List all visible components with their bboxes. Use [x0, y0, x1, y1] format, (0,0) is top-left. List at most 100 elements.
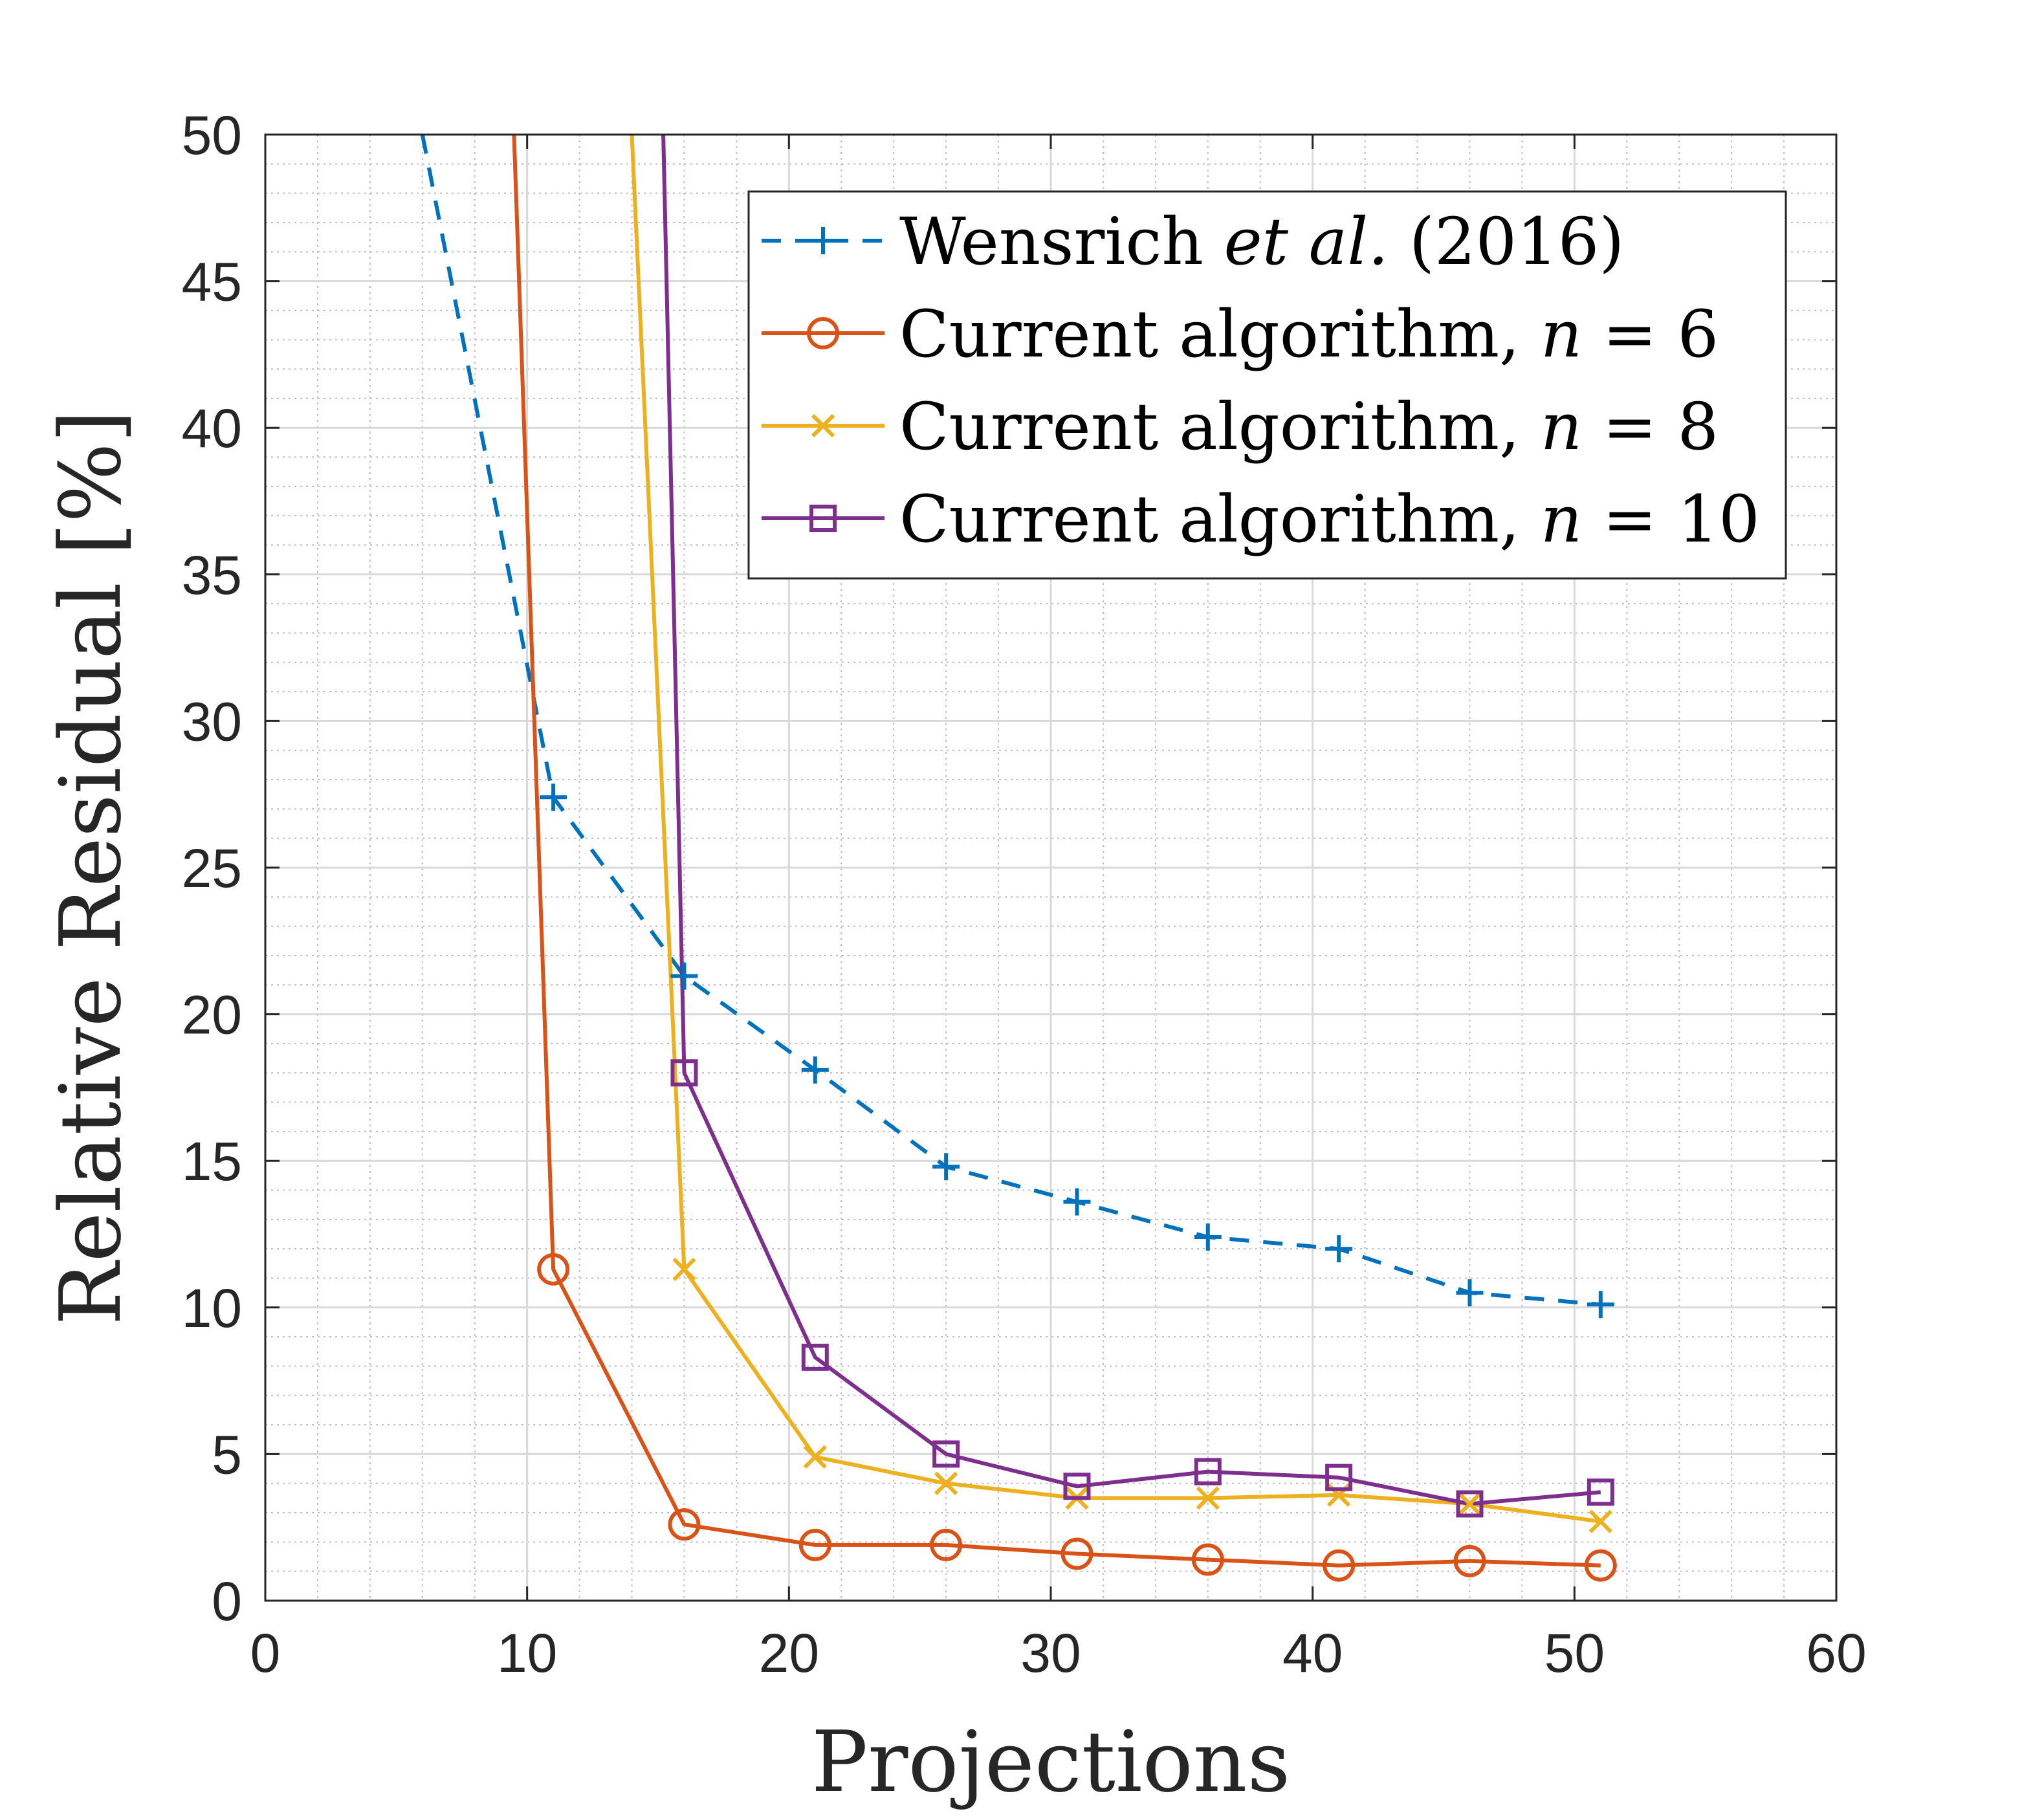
square-marker	[670, 1059, 698, 1087]
square-marker	[1456, 1490, 1484, 1518]
circle-marker	[930, 1528, 963, 1561]
circle-marker	[1453, 1544, 1486, 1577]
data-point-plus	[1194, 1223, 1222, 1251]
circle-marker	[1191, 1543, 1224, 1576]
legend-label-italic: n	[1541, 481, 1582, 557]
data-point-x	[934, 1471, 958, 1495]
data-point-circle	[1191, 1543, 1224, 1576]
data-point-plus	[801, 1056, 829, 1084]
series-line-4	[661, 135, 1601, 1506]
circle-marker	[807, 317, 839, 349]
legend-label-text: Current algorithm,	[899, 481, 1541, 557]
series-line-2	[512, 135, 1601, 1568]
x-marker-b	[1588, 1509, 1612, 1533]
legend-label: Current algorithm, n = 10	[899, 481, 1760, 557]
data-point-x	[1458, 1492, 1482, 1516]
circle-marker	[798, 1528, 831, 1561]
x-tick-label: 30	[1020, 1623, 1081, 1683]
circle-marker	[537, 1253, 570, 1286]
square-marker	[1325, 1464, 1353, 1491]
data-point-circle	[930, 1528, 963, 1561]
legend-label-text: (2016)	[1389, 204, 1624, 280]
data-point-circle	[1060, 1537, 1093, 1570]
x-tick-label: 20	[759, 1623, 819, 1683]
y-tick-labels: 0 5 10 15 20 25 30 35 40 45 50	[182, 105, 242, 1632]
tick-marks	[264, 133, 1838, 1602]
data-point-square	[1456, 1490, 1484, 1518]
data-point-circle	[668, 1508, 701, 1541]
circle-marker	[668, 1508, 701, 1541]
y-tick-label: 40	[182, 398, 242, 459]
data-point-x	[1196, 1486, 1220, 1510]
x-tick-label: 60	[1806, 1623, 1866, 1683]
legend-label: Current algorithm, n = 8	[899, 389, 1719, 465]
legend-entry-4: Current algorithm, n = 10	[762, 481, 1760, 557]
legend-label-text: Wensrich	[899, 204, 1224, 280]
data-point-circle	[1453, 1544, 1486, 1577]
y-tick-label: 15	[182, 1131, 242, 1192]
square-marker	[809, 505, 837, 532]
y-tick-label: 0	[212, 1571, 242, 1632]
legend-label: Current algorithm, n = 6	[899, 296, 1719, 372]
x-tick-labels: 0 10 20 30 40 50 60	[250, 1623, 1867, 1683]
data-point-circle	[1584, 1549, 1617, 1582]
data-point-plus	[1325, 1235, 1353, 1263]
x-marker-b	[934, 1471, 958, 1495]
x-tick-label: 40	[1282, 1623, 1343, 1683]
y-tick-label: 25	[182, 838, 242, 899]
legend-label: Wensrich et al. (2016)	[899, 204, 1624, 280]
legend-box	[747, 190, 1787, 580]
data-point-plus	[1063, 1188, 1091, 1216]
data-point-circle	[1323, 1549, 1356, 1582]
marker-layer	[537, 784, 1617, 1582]
data-point-plus	[1587, 1291, 1614, 1319]
y-tick-label: 20	[182, 985, 242, 1046]
circle-marker	[1060, 1537, 1093, 1570]
x-marker-b	[803, 1445, 827, 1469]
data-point-square	[932, 1440, 960, 1468]
x-marker-b	[811, 413, 835, 438]
legend-label-text: = 6	[1582, 296, 1719, 372]
legend-entry-2: Current algorithm, n = 6	[762, 296, 1719, 372]
data-point-square	[670, 1059, 698, 1087]
legend-entry-3: Current algorithm, n = 8	[762, 389, 1719, 465]
data-point-square	[1063, 1473, 1091, 1500]
square-marker	[1194, 1458, 1222, 1486]
legend-label-italic: n	[1541, 296, 1582, 372]
square-marker	[801, 1343, 829, 1371]
square-marker	[1063, 1473, 1091, 1500]
data-point-circle	[537, 1253, 570, 1286]
y-tick-label: 10	[182, 1278, 242, 1339]
legend-label-text: = 10	[1582, 481, 1760, 557]
legend-label-text: Current algorithm,	[899, 389, 1541, 465]
data-point-square	[1325, 1464, 1353, 1491]
legend-label-italic: n	[1541, 389, 1582, 465]
data-point-plus	[1456, 1279, 1484, 1307]
x-tick-label: 0	[250, 1623, 281, 1683]
data-point-square	[1587, 1478, 1614, 1506]
legend-entry-1: Wensrich et al. (2016)	[762, 204, 1624, 280]
data-point-plus	[670, 962, 698, 990]
x-marker-b	[672, 1257, 696, 1282]
x-tick-label: 10	[497, 1623, 557, 1683]
legend-label-italic: et al.	[1224, 204, 1389, 280]
circle-marker	[1584, 1549, 1617, 1582]
legend: Wensrich et al. (2016) Current algorithm,…	[747, 190, 1787, 580]
data-point-x	[811, 413, 835, 438]
data-point-x	[1588, 1509, 1612, 1533]
x-axis-title: Projections	[811, 1713, 1290, 1811]
data-point-x	[672, 1257, 696, 1282]
data-point-plus	[809, 227, 837, 254]
y-tick-label: 5	[212, 1424, 242, 1485]
data-point-plus	[932, 1153, 960, 1181]
x-marker-b	[1196, 1486, 1220, 1510]
data-point-x	[803, 1445, 827, 1469]
square-marker	[1587, 1478, 1614, 1506]
y-tick-label: 45	[182, 252, 242, 312]
data-point-square	[801, 1343, 829, 1371]
y-tick-label: 50	[182, 105, 242, 166]
x-tick-label: 50	[1544, 1623, 1605, 1683]
data-point-square	[1194, 1458, 1222, 1486]
data-point-circle	[807, 317, 839, 349]
